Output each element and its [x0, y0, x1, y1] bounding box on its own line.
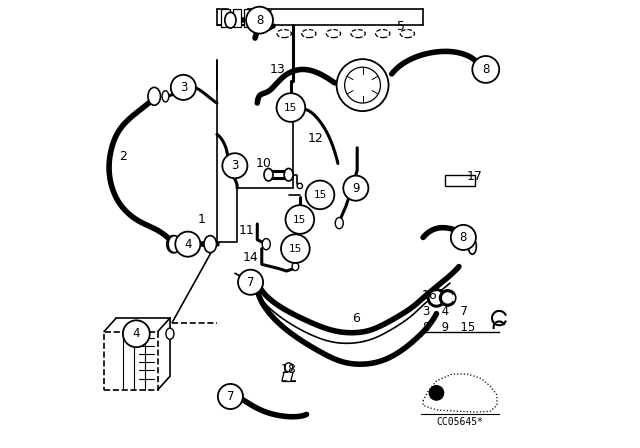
Circle shape	[238, 270, 263, 295]
Circle shape	[451, 225, 476, 250]
Circle shape	[246, 7, 273, 34]
Ellipse shape	[292, 263, 299, 271]
Ellipse shape	[297, 183, 303, 189]
Bar	[445, 175, 474, 186]
Circle shape	[472, 56, 499, 83]
Text: 7: 7	[247, 276, 254, 289]
Ellipse shape	[326, 30, 340, 38]
Ellipse shape	[301, 30, 316, 38]
Text: 5: 5	[397, 20, 404, 34]
Ellipse shape	[166, 328, 174, 340]
Bar	[244, 9, 252, 27]
Circle shape	[440, 290, 456, 306]
Ellipse shape	[148, 87, 161, 105]
Text: 17: 17	[467, 170, 483, 184]
Text: 4: 4	[132, 327, 140, 340]
Text: 15: 15	[293, 215, 307, 224]
Text: 16: 16	[422, 289, 438, 302]
Text: 1: 1	[197, 213, 205, 226]
Ellipse shape	[168, 236, 180, 253]
Circle shape	[175, 232, 200, 257]
Text: 4: 4	[184, 237, 191, 251]
Text: 15: 15	[314, 190, 326, 200]
Text: 14: 14	[243, 251, 259, 264]
Circle shape	[123, 320, 150, 347]
Ellipse shape	[284, 168, 293, 181]
Circle shape	[222, 153, 248, 178]
Ellipse shape	[232, 389, 243, 405]
Ellipse shape	[285, 363, 292, 372]
Ellipse shape	[264, 168, 273, 181]
Text: 8   9   15: 8 9 15	[423, 320, 476, 334]
Text: 9: 9	[352, 181, 360, 195]
Text: CC05645*: CC05645*	[436, 418, 483, 427]
Text: 18: 18	[281, 363, 296, 376]
Text: 2: 2	[119, 150, 127, 164]
Ellipse shape	[260, 22, 273, 30]
Text: 13: 13	[269, 63, 285, 76]
Text: 7: 7	[227, 390, 234, 403]
Text: 6: 6	[352, 311, 360, 325]
Circle shape	[343, 176, 369, 201]
Ellipse shape	[204, 236, 216, 253]
Ellipse shape	[351, 30, 365, 38]
Text: 11: 11	[238, 224, 254, 237]
Ellipse shape	[225, 13, 236, 28]
Text: 3   4   7: 3 4 7	[423, 305, 468, 318]
Text: 8: 8	[482, 63, 490, 76]
Ellipse shape	[262, 239, 270, 250]
Circle shape	[337, 59, 388, 111]
Circle shape	[218, 384, 243, 409]
Text: 10: 10	[256, 157, 272, 170]
Circle shape	[344, 67, 380, 103]
Text: 15: 15	[284, 103, 298, 112]
Bar	[233, 9, 241, 27]
FancyBboxPatch shape	[104, 332, 158, 390]
Text: 3: 3	[231, 159, 239, 172]
Text: 12: 12	[308, 132, 323, 146]
Circle shape	[276, 93, 305, 122]
Circle shape	[429, 386, 444, 400]
Ellipse shape	[162, 90, 169, 102]
Ellipse shape	[400, 30, 415, 38]
Circle shape	[285, 205, 314, 234]
Ellipse shape	[376, 30, 390, 38]
Ellipse shape	[476, 61, 485, 78]
Ellipse shape	[468, 239, 476, 254]
Ellipse shape	[167, 236, 179, 253]
Text: 3: 3	[180, 81, 187, 94]
Text: 8: 8	[256, 13, 263, 27]
Text: 8: 8	[460, 231, 467, 244]
Circle shape	[281, 234, 310, 263]
Circle shape	[171, 75, 196, 100]
Circle shape	[428, 289, 445, 307]
Ellipse shape	[277, 30, 291, 38]
Ellipse shape	[250, 274, 260, 290]
Text: 15: 15	[289, 244, 302, 254]
Circle shape	[306, 181, 334, 209]
Ellipse shape	[335, 218, 343, 228]
Bar	[221, 9, 230, 27]
